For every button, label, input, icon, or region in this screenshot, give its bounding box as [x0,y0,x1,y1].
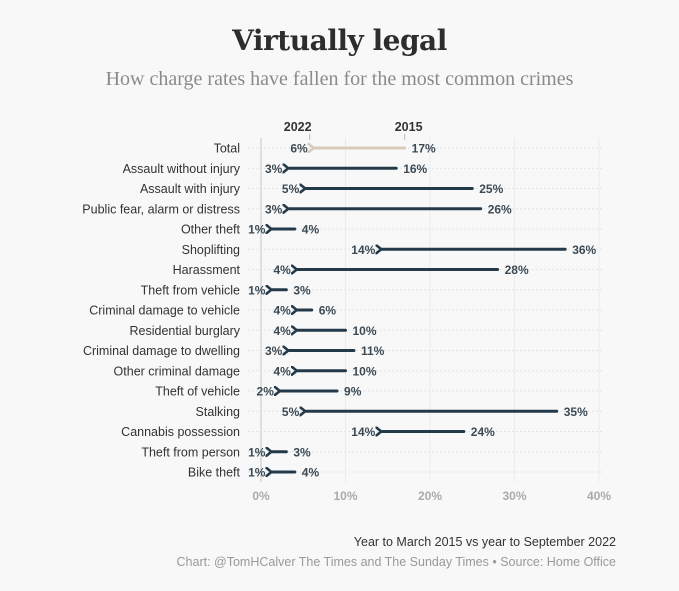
category-label: Stalking [196,405,241,419]
category-label: Other criminal damage [114,364,240,378]
value-label-2015: 36% [572,243,596,257]
category-label: Assault with injury [140,182,241,196]
category-label: Other theft [181,223,241,237]
x-tick-label: 40% [587,489,611,503]
value-label-2022: 5% [282,405,300,419]
footnote-period: Year to March 2015 vs year to September … [353,535,616,549]
legend-2015: 2015 [395,120,423,134]
value-label-2022: 4% [273,263,291,277]
x-tick-label: 30% [502,489,526,503]
category-label: Criminal damage to dwelling [83,344,240,358]
value-label-2015: 4% [302,223,320,237]
category-label: Theft from vehicle [141,283,240,297]
value-label-2022: 1% [248,445,266,459]
chart-subtitle: How charge rates have fallen for the mos… [105,68,574,90]
category-label: Bike theft [188,466,241,480]
value-label-2015: 16% [403,162,427,176]
value-label-2015: 4% [302,466,320,480]
value-label-2015: 17% [412,142,436,156]
source-credit: Chart: @TomHCalver The Times and The Sun… [176,555,616,569]
category-label: Criminal damage to vehicle [89,304,240,318]
value-label-2022: 1% [248,283,266,297]
value-label-2015: 3% [293,283,311,297]
category-label: Harassment [173,263,241,277]
value-label-2022: 14% [351,425,375,439]
value-label-2015: 10% [353,324,377,338]
category-label: Assault without injury [123,162,241,176]
value-label-2015: 3% [293,445,311,459]
value-label-2015: 10% [353,364,377,378]
value-label-2022: 1% [248,223,266,237]
value-label-2022: 3% [265,162,283,176]
value-label-2022: 2% [257,385,275,399]
value-label-2015: 24% [471,425,495,439]
value-label-2022: 4% [273,364,291,378]
value-label-2022: 4% [273,324,291,338]
value-label-2015: 28% [505,263,529,277]
value-label-2015: 9% [344,385,362,399]
value-label-2015: 6% [319,304,337,318]
value-label-2022: 4% [273,304,291,318]
category-label: Public fear, alarm or distress [82,202,240,216]
value-label-2022: 3% [265,344,283,358]
category-label: Total [214,142,240,156]
x-tick-label: 10% [333,489,357,503]
x-tick-label: 20% [418,489,442,503]
value-label-2015: 35% [564,405,588,419]
chart-title: Virtually legal [232,24,447,57]
category-label: Theft from person [141,445,240,459]
x-tick-label: 0% [252,489,270,503]
category-label: Shoplifting [182,243,240,257]
value-label-2022: 14% [351,243,375,257]
value-label-2015: 25% [479,182,503,196]
value-label-2022: 6% [290,142,308,156]
value-label-2022: 5% [282,182,300,196]
category-label: Cannabis possession [121,425,240,439]
value-label-2022: 3% [265,202,283,216]
value-label-2015: 11% [361,344,385,358]
value-label-2022: 1% [248,466,266,480]
category-label: Residential burglary [130,324,241,338]
category-label: Theft of vehicle [155,385,240,399]
value-label-2015: 26% [488,202,512,216]
legend-2022: 2022 [284,120,312,134]
